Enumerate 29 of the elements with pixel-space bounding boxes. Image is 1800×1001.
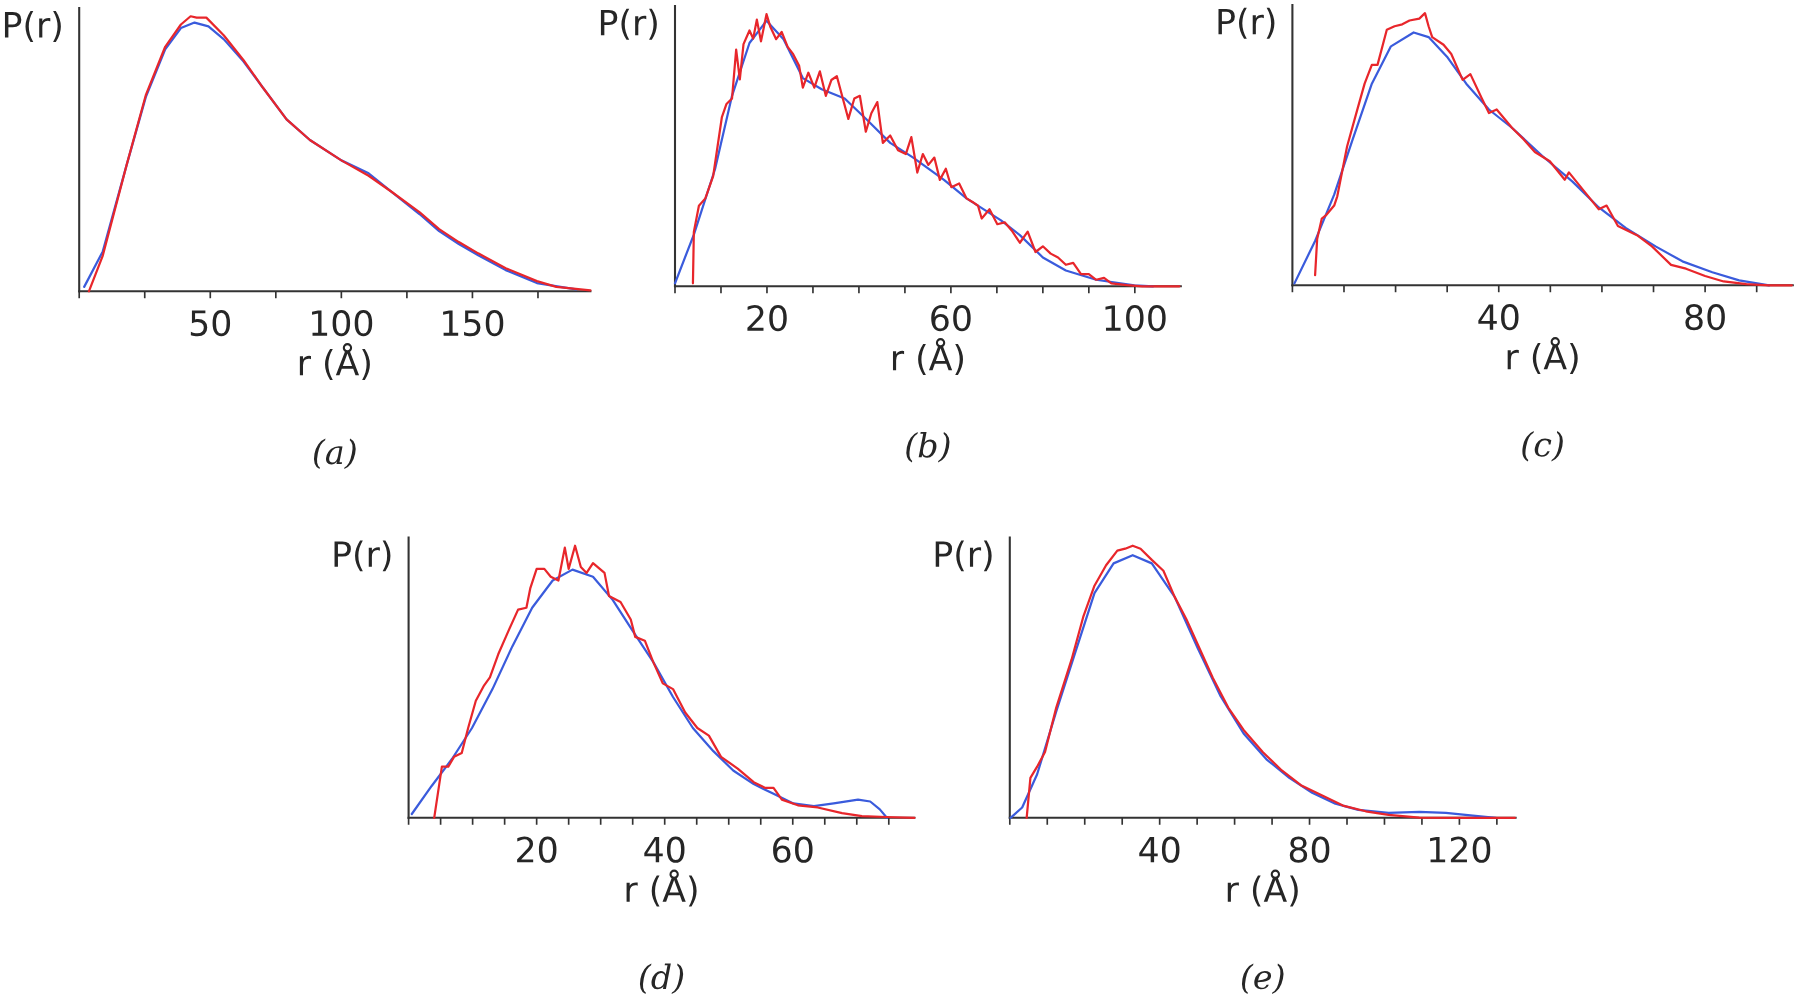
x-tick-label: 50 bbox=[190, 309, 231, 337]
x-tick-label: 80 bbox=[1289, 836, 1330, 863]
text: (b) bbox=[906, 432, 950, 463]
x-tick-label: 150 bbox=[443, 309, 504, 337]
text: (a) bbox=[313, 438, 356, 470]
x-tick-label: 40 bbox=[1139, 836, 1180, 863]
x-axis-title: r (Å) bbox=[892, 338, 963, 375]
y-axis-title: P(r) bbox=[1218, 7, 1275, 39]
x-tick-label: 80 bbox=[1685, 303, 1725, 331]
x-axis-title: r (Å) bbox=[626, 869, 697, 907]
y-axis-title: P(r) bbox=[600, 8, 657, 40]
x-tick-label: 100 bbox=[312, 309, 373, 337]
x-tick-label: 100 bbox=[1105, 304, 1166, 332]
text: (e) bbox=[1241, 963, 1284, 995]
x-axis-title: r (Å) bbox=[1507, 337, 1578, 374]
x-tick-label: 60 bbox=[931, 304, 971, 332]
text: (d) bbox=[639, 963, 684, 995]
text: (c) bbox=[1522, 431, 1563, 462]
x-axis-title: r (Å) bbox=[299, 343, 370, 380]
x-tick-label: 60 bbox=[773, 836, 813, 863]
x-tick-label: 40 bbox=[1478, 303, 1519, 331]
x-tick-label: 20 bbox=[517, 836, 557, 863]
y-axis-title: P(r) bbox=[334, 540, 391, 572]
x-axis-title: r (Å) bbox=[1227, 869, 1298, 907]
y-axis-title: P(r) bbox=[935, 540, 992, 572]
x-tick-label: 20 bbox=[747, 304, 787, 332]
x-tick-label: 120 bbox=[1430, 836, 1491, 863]
x-tick-label: 40 bbox=[644, 836, 685, 863]
y-axis-title: P(r) bbox=[4, 11, 61, 42]
